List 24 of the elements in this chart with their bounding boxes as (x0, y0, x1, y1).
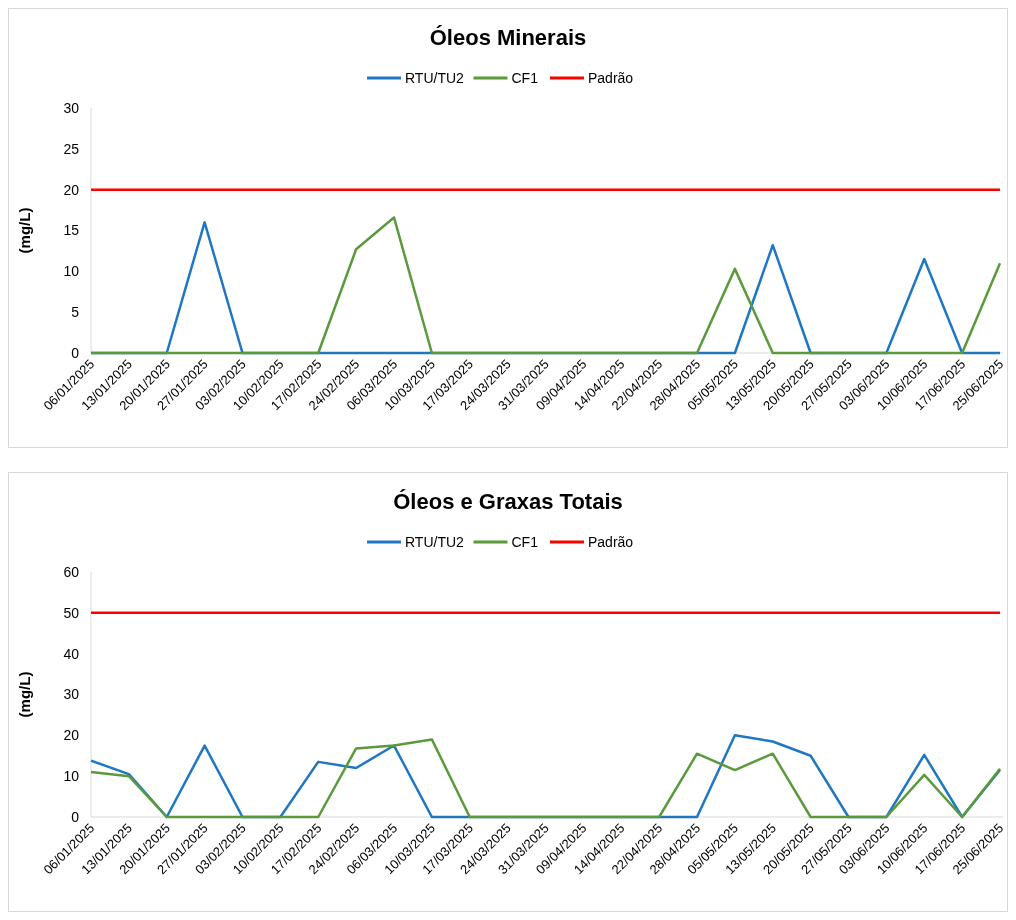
chart-title: Óleos Minerais (429, 25, 587, 50)
legend-label: RTU/TU2 (405, 69, 465, 86)
y-tick-label: 10 (63, 768, 80, 785)
y-tick-label: 0 (71, 808, 80, 825)
y-axis-title: (mg/L) (16, 207, 33, 254)
legend-label: RTU/TU2 (405, 533, 465, 550)
y-tick-label: 50 (63, 604, 80, 621)
y-tick-label: 20 (63, 727, 80, 744)
legend-label: CF1 (511, 69, 539, 86)
y-tick-label: 5 (71, 304, 80, 321)
y-tick-label: 0 (71, 344, 80, 361)
y-tick-label: 25 (63, 140, 80, 157)
y-tick-label: 40 (63, 645, 80, 662)
legend-label: Padrão (588, 533, 634, 550)
y-tick-label: 60 (63, 563, 80, 580)
y-tick-label: 20 (63, 181, 80, 198)
y-axis-title: (mg/L) (16, 671, 33, 718)
y-tick-label: 30 (63, 99, 80, 116)
y-tick-label: 15 (63, 222, 80, 239)
chart-title: Óleos e Graxas Totais (393, 489, 623, 514)
y-tick-label: 10 (63, 263, 80, 280)
legend-label: CF1 (511, 533, 539, 550)
legend-label: Padrão (588, 69, 634, 86)
y-tick-label: 30 (63, 686, 80, 703)
